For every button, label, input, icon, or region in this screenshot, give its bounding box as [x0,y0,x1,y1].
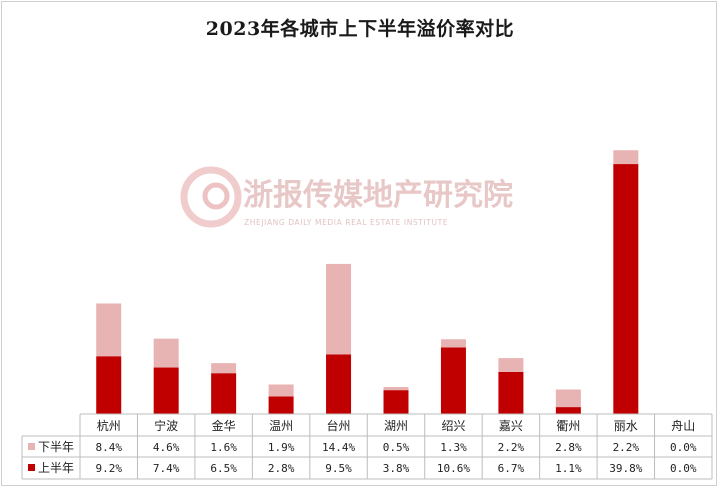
bar-lower-2 [211,373,237,414]
category-label: 绍兴 [441,419,465,433]
bar-upper-3 [268,384,294,397]
watermark-subtext: ZHEJIANG DAILY MEDIA REAL ESTATE INSTITU… [244,218,448,227]
category-label: 金华 [212,418,236,433]
legend-label: 上半年 [38,461,74,475]
legend-label: 下半年 [38,440,74,454]
value-label: 1.9% [268,441,295,454]
bars-layer [96,150,639,414]
category-label: 杭州 [97,418,121,433]
value-label: 1.1% [555,462,582,475]
bar-upper-8 [555,389,581,408]
value-label: 0.0% [670,462,697,475]
value-label: 7.4% [153,462,180,475]
bar-upper-4 [326,263,352,355]
bar-lower-0 [96,356,122,414]
bar-upper-7 [498,358,524,372]
bar-upper-1 [153,338,179,368]
value-label: 10.6% [437,462,470,475]
category-label: 温州 [269,419,293,433]
bar-lower-1 [153,367,179,414]
value-label: 0.0% [670,441,697,454]
watermark-logo-icon [180,166,242,228]
bar-lower-3 [268,396,294,414]
value-label: 2.8% [555,441,582,454]
category-label: 舟山 [671,419,695,433]
bar-upper-0 [96,303,122,357]
bar-upper-2 [211,363,237,374]
legend-swatch-1 [28,443,35,450]
bar-lower-6 [440,347,466,414]
value-label: 9.5% [325,462,352,475]
value-label: 14.4% [322,441,355,454]
bar-lower-7 [498,371,524,414]
category-label: 丽水 [614,419,638,433]
value-label: 1.3% [440,441,467,454]
watermark: 浙报传媒地产研究院 ZHEJIANG DAILY MEDIA REAL ESTA… [180,166,513,228]
value-label: 4.6% [153,441,180,454]
legend-swatch-0 [28,464,35,471]
value-label: 2.2% [613,441,640,454]
value-label: 2.2% [498,441,525,454]
category-label: 湖州 [384,418,408,433]
bar-lower-9 [613,164,639,414]
bar-lower-8 [555,407,581,414]
category-label: 台州 [327,418,351,433]
value-label: 39.8% [609,462,642,475]
bar-upper-9 [613,150,639,165]
watermark-text: 浙报传媒地产研究院 [243,178,513,213]
category-label: 宁波 [154,418,178,433]
bar-upper-5 [383,386,409,391]
value-label: 1.6% [210,441,237,454]
chart-title: 2023年各城市上下半年溢价率对比 [205,18,515,40]
bar-upper-6 [440,339,466,348]
value-label: 8.4% [95,441,122,454]
bar-lower-4 [326,354,352,414]
value-label: 0.5% [383,441,410,454]
value-label: 9.2% [95,462,122,475]
category-label: 衢州 [556,419,580,433]
value-label: 2.8% [268,462,295,475]
value-label: 6.5% [210,462,237,475]
category-label: 嘉兴 [499,419,523,433]
value-label: 3.8% [383,462,410,475]
value-label: 6.7% [498,462,525,475]
bar-lower-5 [383,390,409,414]
